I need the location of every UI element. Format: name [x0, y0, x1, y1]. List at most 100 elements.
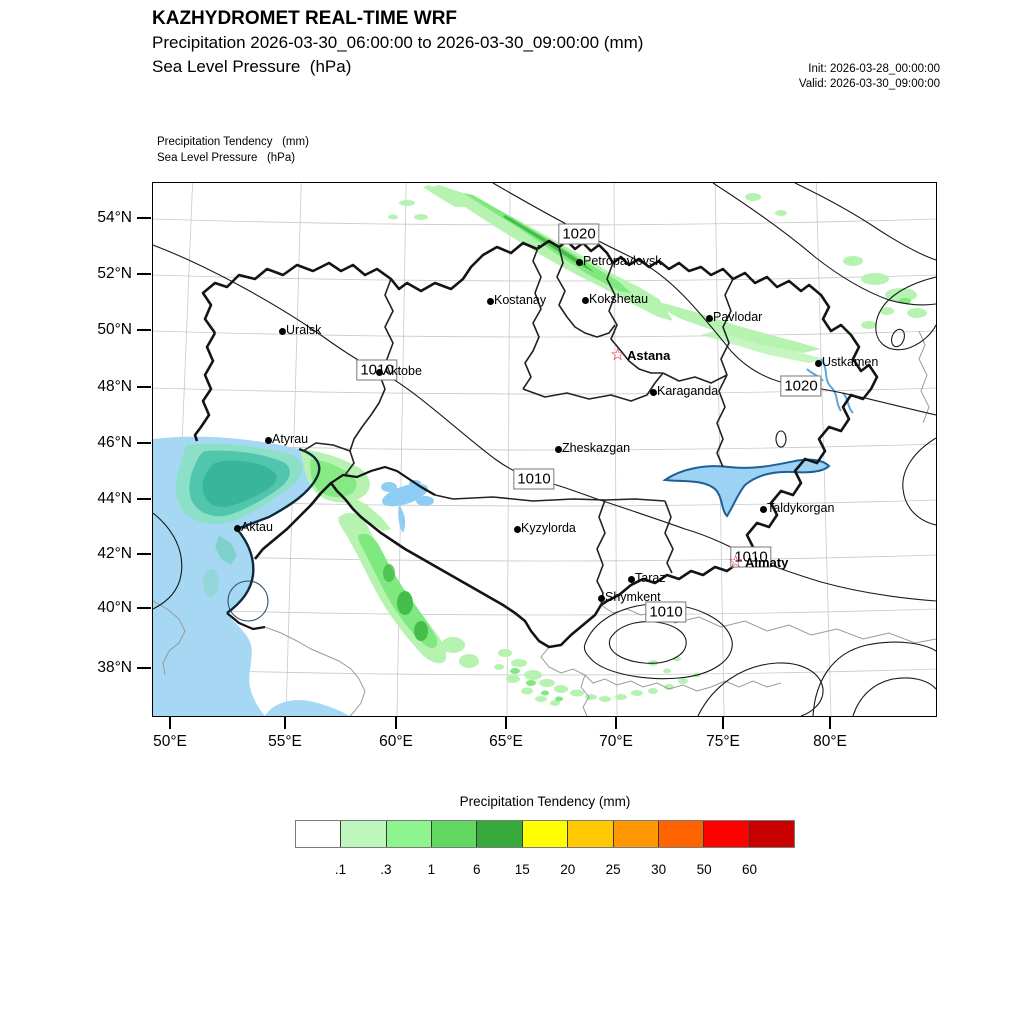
lat-tick-mark: [137, 442, 151, 444]
city-label: Zheskazgan: [562, 441, 631, 455]
graticule-meridian: [506, 183, 511, 716]
graticule-parallel: [153, 608, 936, 616]
pressure-contour-label: 1020: [558, 223, 600, 245]
lon-tick-label: 70°E: [599, 733, 633, 750]
graticule-meridian: [613, 183, 618, 716]
lat-tick-mark: [137, 553, 151, 555]
irtysh-river: [806, 358, 854, 414]
city-label: Aktobe: [383, 364, 422, 378]
city-dot-icon: [759, 505, 767, 513]
lon-tick-label: 75°E: [706, 733, 740, 750]
lat-tick-label: 38°N: [97, 659, 132, 676]
city-label: Aktau: [241, 520, 273, 534]
legend-color-cell: [521, 821, 568, 847]
lat-tick-label: 54°N: [97, 209, 132, 226]
city-label: Karaganda: [657, 384, 719, 398]
legend-color-cell: [748, 821, 794, 847]
lon-tick-mark: [722, 716, 724, 729]
legend-color-cell: [385, 821, 432, 847]
aral-sea: [381, 480, 434, 533]
lon-tick-label: 50°E: [153, 733, 187, 750]
city-label: Atyrau: [272, 432, 309, 446]
city-label: Taldykorgan: [767, 501, 835, 515]
lon-tick-label: 80°E: [813, 733, 847, 750]
graticule-parallel: [153, 330, 936, 338]
lat-tick-mark: [137, 607, 151, 609]
map-graphic: [153, 183, 936, 716]
lat-tick-label: 44°N: [97, 490, 132, 507]
city-dot-icon: [264, 436, 272, 444]
city-label: Almaty: [745, 555, 789, 570]
page-title: KAZHYDROMET REAL-TIME WRF: [152, 8, 458, 29]
graticule-meridian: [714, 183, 725, 716]
legend-color-cell: [476, 821, 522, 847]
lat-tick-mark: [137, 386, 151, 388]
legend-tick-label: 60: [742, 862, 758, 877]
lon-tick-label: 55°E: [268, 733, 302, 750]
legend-tick-label: .3: [380, 862, 392, 877]
legend-color-cell: [612, 821, 658, 847]
capital-star-icon: ☆: [728, 552, 744, 572]
legend-tick-label: 20: [560, 862, 576, 877]
lat-tick-label: 50°N: [97, 321, 132, 338]
map-layer-label-precip: Precipitation Tendency (mm): [157, 136, 309, 148]
map-layer-label-pressure: Sea Level Pressure (hPa): [157, 152, 296, 164]
city-dot-icon: [513, 525, 521, 533]
lat-tick-label: 40°N: [97, 599, 132, 616]
city-label: Taraz: [635, 571, 666, 585]
product-subtitle: Precipitation 2026-03-30_06:00:00 to 202…: [152, 33, 644, 52]
lon-tick-mark: [169, 716, 171, 729]
city-dot-icon: [581, 296, 589, 304]
lon-tick-mark: [395, 716, 397, 729]
legend-color-cell: [431, 821, 477, 847]
legend-tick-label: 30: [651, 862, 667, 877]
legend-colorbar: [295, 820, 795, 848]
pressure-contour-label: 1020: [780, 375, 822, 397]
graticule-parallel: [153, 554, 936, 562]
city-label: Kostanay: [494, 293, 547, 307]
city-label: Petropavlovsk: [583, 254, 662, 268]
lat-tick-mark: [137, 329, 151, 331]
lat-tick-label: 42°N: [97, 545, 132, 562]
legend-tick-label: 6: [473, 862, 481, 877]
lon-tick-label: 60°E: [379, 733, 413, 750]
graticule-parallel: [153, 387, 936, 395]
city-dot-icon: [486, 297, 494, 305]
city-dot-icon: [814, 359, 822, 367]
city-dot-icon: [597, 594, 605, 602]
lon-tick-mark: [615, 716, 617, 729]
city-label: Astana: [627, 348, 671, 363]
city-dot-icon: [705, 314, 713, 322]
pressure-subtitle: Sea Level Pressure (hPa): [152, 57, 352, 76]
valid-time: Valid: 2026-03-30_09:00:00: [798, 78, 940, 90]
city-label: Ustkamen: [822, 355, 879, 369]
lat-tick-label: 48°N: [97, 378, 132, 395]
legend-tick-label: .1: [334, 862, 347, 877]
pressure-contour-label: 1010: [513, 468, 555, 490]
map-plot-area: 102010101020101010101010 PetropavlovskKo…: [152, 182, 937, 717]
legend-color-cell: [567, 821, 613, 847]
lon-tick-mark: [829, 716, 831, 729]
kazakhstan-border: [193, 239, 879, 649]
lon-tick-mark: [505, 716, 507, 729]
city-label: Kyzylorda: [521, 521, 576, 535]
lat-tick-mark: [137, 217, 151, 219]
lat-tick-label: 52°N: [97, 265, 132, 282]
city-dot-icon: [554, 445, 562, 453]
city-label: Pavlodar: [713, 310, 763, 324]
legend-tick-label: 15: [514, 862, 530, 877]
lat-tick-mark: [137, 498, 151, 500]
init-time: Init: 2026-03-28_00:00:00: [808, 63, 940, 75]
legend-color-cell: [657, 821, 704, 847]
lat-tick-label: 46°N: [97, 434, 132, 451]
foreign-country-borders: [153, 330, 936, 716]
legend-tick-label: 25: [605, 862, 621, 877]
graticule-parallel: [153, 218, 936, 226]
legend-color-cell: [296, 821, 341, 847]
city-dot-icon: [278, 327, 286, 335]
graticule-parallel: [153, 668, 936, 676]
city-dot-icon: [575, 258, 583, 266]
lat-tick-mark: [137, 273, 151, 275]
pressure-contour-label: 1010: [730, 546, 772, 568]
